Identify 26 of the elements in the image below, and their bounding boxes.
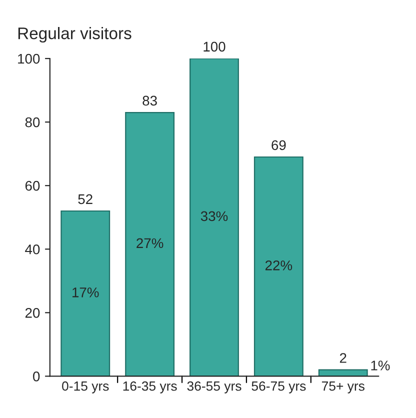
data-label: 83 <box>142 96 157 106</box>
y-tick-label: 60 <box>25 180 40 191</box>
bar <box>125 112 175 376</box>
x-tick-label: 0-15 yrs <box>62 381 109 394</box>
annotation: 1% <box>371 360 390 370</box>
x-tick-label: 36-55 yrs <box>187 381 242 394</box>
y-tick-label: 0 <box>33 372 40 382</box>
y-tick-label: 40 <box>25 244 40 254</box>
data-label: 69 <box>272 140 286 150</box>
bar <box>190 58 239 376</box>
data-label: 52 <box>78 194 92 204</box>
y-tick-label: 100 <box>18 54 40 64</box>
bar <box>60 210 110 376</box>
bar <box>254 156 304 376</box>
annotation: 27% <box>136 238 164 248</box>
annotation: 33% <box>200 211 228 222</box>
data-label: 100 <box>204 42 226 52</box>
annotation: 17% <box>72 288 99 298</box>
x-tick-label: 75+ yrs <box>322 382 364 394</box>
y-tick-label: 20 <box>25 308 40 318</box>
x-tick-label: 16-35 yrs <box>123 381 177 394</box>
annotation: 22% <box>265 260 292 270</box>
chart-title: Regular visitors <box>18 26 132 43</box>
data-label: 2 <box>340 353 346 363</box>
x-tick-label: 56-75 yrs <box>252 381 306 394</box>
y-tick-label: 80 <box>25 117 40 128</box>
